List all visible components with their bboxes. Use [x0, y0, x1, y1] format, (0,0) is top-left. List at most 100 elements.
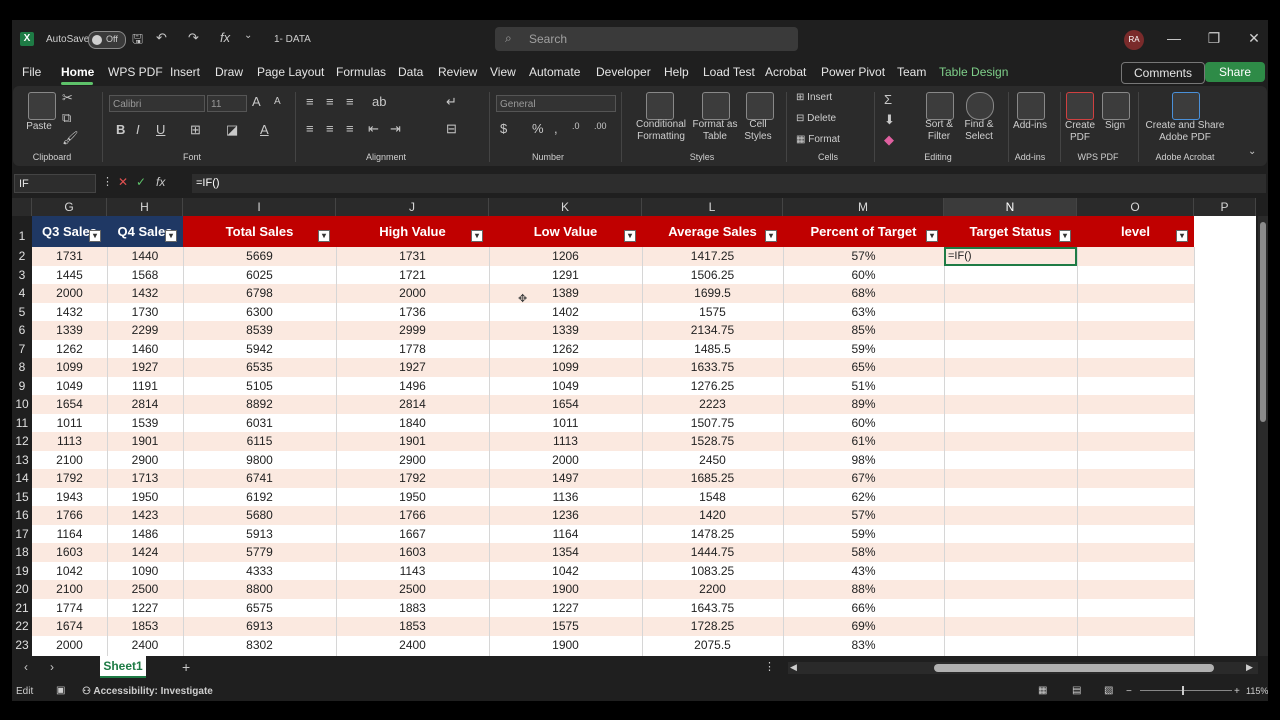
filter-dropdown-icon[interactable]: ▾: [318, 230, 330, 242]
format-cells-button[interactable]: ▦ Format: [796, 134, 840, 145]
prev-sheet-icon[interactable]: ‹: [24, 660, 28, 674]
wrap-text-icon[interactable]: ↵: [446, 94, 457, 109]
table-cell[interactable]: 88%: [851, 582, 876, 596]
table-cell[interactable]: 83%: [851, 637, 876, 652]
menu-acrobat[interactable]: Acrobat: [765, 65, 807, 79]
redo-icon[interactable]: ↷: [188, 30, 199, 45]
column-header-j[interactable]: J: [336, 198, 489, 216]
accessibility-status[interactable]: ⚇ Accessibility: Investigate: [82, 686, 213, 697]
search-box[interactable]: ⌕ Search: [495, 27, 798, 51]
underline-icon[interactable]: U: [156, 122, 166, 137]
function-icon[interactable]: fx: [220, 30, 231, 45]
table-cell[interactable]: 1528.75: [690, 434, 735, 448]
select-all-corner[interactable]: [12, 198, 32, 216]
table-cell[interactable]: 1042: [56, 563, 83, 578]
table-cell[interactable]: 57%: [851, 508, 876, 522]
table-cell[interactable]: 1339: [552, 323, 579, 337]
row-header[interactable]: 11: [15, 415, 29, 430]
table-cell[interactable]: 2134.75: [690, 323, 735, 337]
adobe-pdf-icon[interactable]: [1172, 92, 1200, 120]
row-header[interactable]: 9: [18, 378, 26, 393]
table-cell[interactable]: 2900: [399, 452, 426, 467]
name-box[interactable]: IF: [14, 174, 96, 193]
autosum-icon[interactable]: Σ: [884, 92, 893, 107]
conditional-formatting-label[interactable]: Conditional Formatting: [635, 119, 687, 142]
menu-load-test[interactable]: Load Test: [703, 65, 755, 79]
table-cell[interactable]: 1011: [552, 415, 579, 430]
vertical-scrollbar[interactable]: [1258, 216, 1268, 656]
table-cell[interactable]: 2100: [56, 582, 83, 596]
table-cell[interactable]: 1497: [552, 471, 579, 485]
minimize-icon[interactable]: —: [1167, 30, 1181, 46]
table-cell[interactable]: 2500: [399, 582, 426, 596]
table-cell[interactable]: 1699.5: [694, 286, 731, 300]
row-header[interactable]: 14: [15, 471, 29, 485]
table-cell[interactable]: 1485.5: [694, 341, 731, 356]
table-cell[interactable]: 1792: [399, 471, 426, 485]
table-cell[interactable]: 1496: [399, 378, 426, 393]
table-cell[interactable]: 1927: [131, 360, 159, 374]
header-q3-sales[interactable]: Q3 Sales ▾: [32, 216, 107, 247]
table-cell[interactable]: 85%: [851, 323, 876, 337]
menu-page-layout[interactable]: Page Layout: [257, 65, 325, 79]
table-cell[interactable]: 2100: [56, 452, 83, 467]
decrease-font-icon[interactable]: A: [274, 96, 281, 107]
table-cell[interactable]: 1206: [552, 249, 579, 263]
row-header[interactable]: 10: [15, 397, 29, 411]
table-cell[interactable]: 1603: [399, 545, 426, 559]
header-high-value[interactable]: High Value ▾: [336, 216, 489, 247]
table-cell[interactable]: 1943: [56, 489, 83, 504]
sort-filter-label[interactable]: Sort & Filter: [925, 119, 953, 142]
table-cell[interactable]: 1901: [131, 434, 159, 448]
scroll-right-icon[interactable]: ▶: [1246, 662, 1253, 672]
format-as-table-icon[interactable]: [702, 92, 730, 120]
table-cell[interactable]: 1685.25: [690, 471, 735, 485]
table-cell[interactable]: 5105: [246, 378, 273, 393]
increase-indent-icon[interactable]: ⇥: [390, 121, 401, 136]
menu-insert[interactable]: Insert: [170, 65, 201, 79]
table-cell[interactable]: 63%: [851, 304, 876, 319]
table-cell[interactable]: 1667: [399, 526, 426, 541]
table-cell[interactable]: 1424: [131, 545, 159, 559]
zoom-in-icon[interactable]: +: [1234, 686, 1240, 697]
table-cell[interactable]: 1460: [131, 341, 159, 356]
table-cell[interactable]: 1654: [56, 397, 83, 411]
table-cell[interactable]: 2000: [56, 637, 83, 652]
table-cell[interactable]: 1950: [131, 489, 159, 504]
table-cell[interactable]: 1674: [56, 619, 83, 633]
column-header-g[interactable]: G: [32, 198, 107, 216]
next-sheet-icon[interactable]: ›: [50, 660, 54, 674]
number-format-select[interactable]: General: [496, 95, 616, 112]
column-header-o[interactable]: O: [1077, 198, 1194, 216]
table-cell[interactable]: 1792: [56, 471, 83, 485]
table-cell[interactable]: 1191: [132, 378, 158, 393]
italic-icon[interactable]: I: [136, 122, 140, 137]
table-cell[interactable]: 1113: [553, 434, 578, 448]
zoom-slider-thumb[interactable]: [1182, 686, 1184, 695]
row-header[interactable]: 8: [18, 360, 26, 374]
table-cell[interactable]: 1539: [131, 415, 159, 430]
format-painter-icon[interactable]: 🖌: [62, 130, 79, 145]
table-cell[interactable]: 69%: [851, 619, 876, 633]
table-cell[interactable]: 1083.25: [690, 563, 735, 578]
menu-team[interactable]: Team: [897, 65, 927, 79]
table-cell[interactable]: 57%: [851, 249, 876, 263]
table-cell[interactable]: 1164: [56, 526, 83, 541]
table-cell[interactable]: 59%: [851, 526, 876, 541]
table-cell[interactable]: 1728.25: [690, 619, 735, 633]
table-cell[interactable]: 67%: [851, 471, 876, 485]
table-cell[interactable]: 5942: [246, 341, 273, 356]
menu-help[interactable]: Help: [664, 65, 689, 79]
table-cell[interactable]: 1721: [399, 267, 426, 282]
table-cell[interactable]: 2075.5: [694, 637, 731, 652]
close-icon[interactable]: ✕: [1248, 30, 1260, 46]
column-header-i[interactable]: I: [183, 198, 336, 216]
table-cell[interactable]: 1643.75: [690, 600, 735, 615]
table-cell[interactable]: 1011: [56, 415, 83, 430]
conditional-formatting-icon[interactable]: [646, 92, 674, 120]
filter-dropdown-icon[interactable]: ▾: [624, 230, 636, 242]
table-cell[interactable]: 1900: [552, 582, 579, 596]
row-header[interactable]: 15: [15, 489, 29, 504]
currency-icon[interactable]: $: [500, 121, 508, 136]
table-cell[interactable]: 62%: [851, 489, 876, 504]
